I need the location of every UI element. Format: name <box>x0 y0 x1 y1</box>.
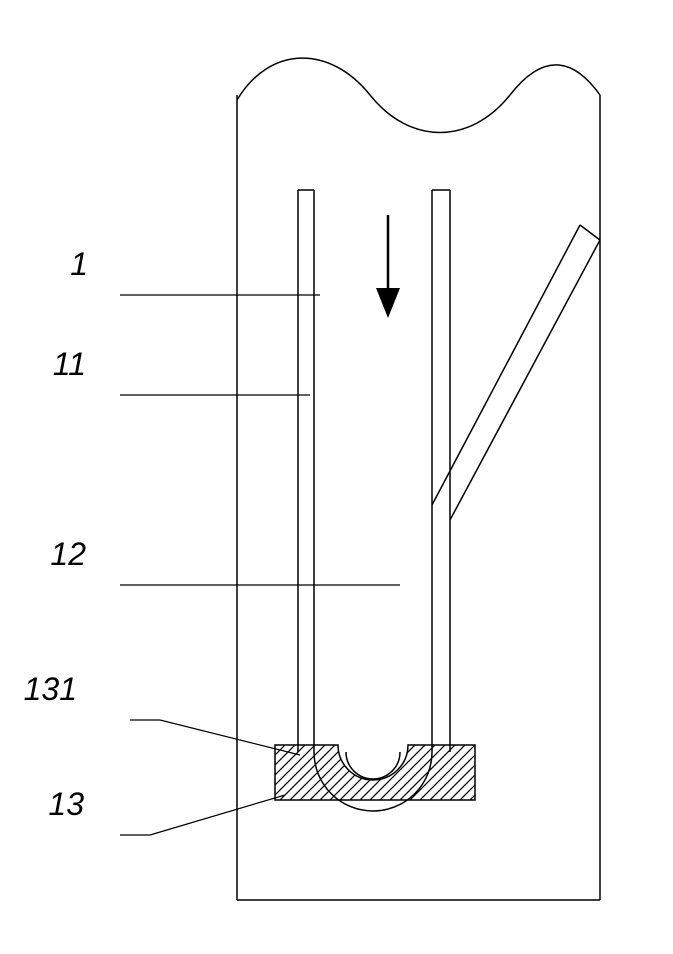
flow-arrow-head <box>376 288 400 318</box>
label-l12: 12 <box>50 536 86 572</box>
base-block <box>275 745 475 800</box>
leader-line-l131 <box>160 720 300 755</box>
branch-inner <box>432 225 580 505</box>
label-l13: 13 <box>48 786 84 822</box>
branch-outer <box>450 240 600 520</box>
label-l131: 131 <box>24 671 77 707</box>
label-l1: 1 <box>70 246 88 282</box>
top-break-line <box>237 58 600 132</box>
leader-line-l13 <box>150 795 285 835</box>
diagram-canvas: 1111213113 <box>0 0 673 954</box>
inner-tube-inner-wall <box>314 190 432 811</box>
branch-top <box>580 225 600 240</box>
label-l11: 11 <box>53 346 86 382</box>
